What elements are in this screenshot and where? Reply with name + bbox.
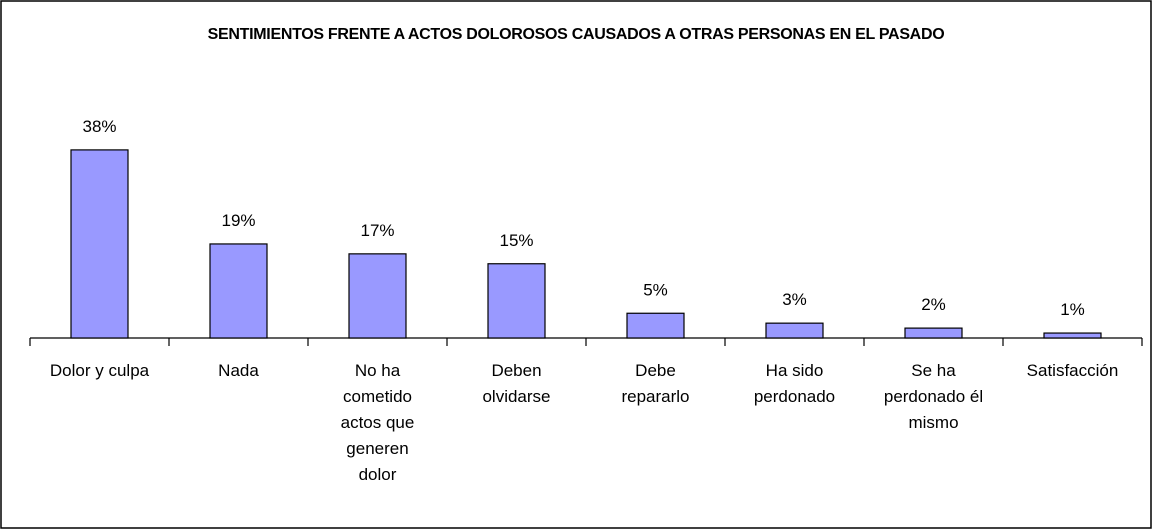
bar (487, 263, 546, 339)
data-label: 15% (499, 231, 533, 250)
bar (765, 322, 824, 339)
data-label: 5% (643, 280, 668, 299)
data-label: 1% (1060, 300, 1085, 319)
bar (626, 312, 685, 339)
bar (904, 327, 963, 339)
data-label: 38% (82, 117, 116, 136)
x-tick-label: No ha cometido actos que generen dolor (340, 361, 415, 484)
bar (70, 149, 129, 339)
bar (348, 253, 407, 339)
x-tick-label: Nada (218, 361, 259, 380)
x-tick-label: Satisfacción (1026, 361, 1119, 380)
data-label: 3% (782, 290, 807, 309)
data-label: 17% (360, 221, 394, 240)
chart-title: SENTIMIENTOS FRENTE A ACTOS DOLOROSOS CA… (207, 26, 945, 43)
bar (209, 243, 268, 339)
x-tick-label: Se ha perdonado él mismo (883, 361, 984, 432)
data-label: 2% (921, 295, 946, 314)
data-label: 19% (221, 211, 255, 230)
bar (1043, 332, 1102, 339)
x-tick-label: Debe repararlo (621, 361, 690, 406)
x-tick-label: Dolor y culpa (49, 361, 150, 380)
x-tick-label: Deben olvidarse (482, 361, 551, 406)
x-tick-label: Ha sido perdonado (753, 361, 836, 406)
